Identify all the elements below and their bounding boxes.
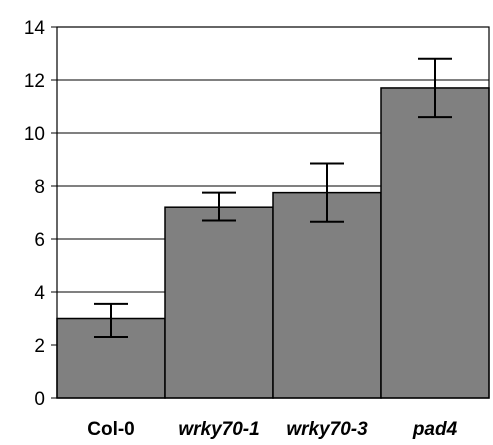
bars	[56, 87, 490, 399]
x-category-label: wrky70-1	[178, 419, 259, 440]
y-tick-labels: 0 2 4 6 8 10 12 14	[24, 18, 46, 410]
y-tick-label: 2	[34, 336, 45, 357]
y-tick-label: 10	[24, 124, 45, 145]
y-tick-label: 12	[24, 71, 45, 92]
bar	[380, 87, 490, 399]
axes	[51, 26, 490, 399]
error-bars	[94, 57, 452, 339]
y-tick-label: 0	[34, 389, 45, 410]
x-category-labels: Col-0 wrky70-1 wrky70-3 pad4	[87, 419, 457, 440]
bar	[272, 191, 382, 399]
y-tick-label: 8	[34, 177, 45, 198]
y-tick-label: 14	[24, 18, 46, 39]
bar	[164, 206, 274, 399]
x-category-label: wrky70-3	[286, 419, 368, 440]
x-category-label: pad4	[412, 419, 458, 440]
plot-frame	[56, 26, 490, 399]
y-tick-label: 4	[34, 283, 45, 304]
x-category-label: Col-0	[87, 419, 135, 440]
y-tick-label: 6	[34, 230, 45, 251]
